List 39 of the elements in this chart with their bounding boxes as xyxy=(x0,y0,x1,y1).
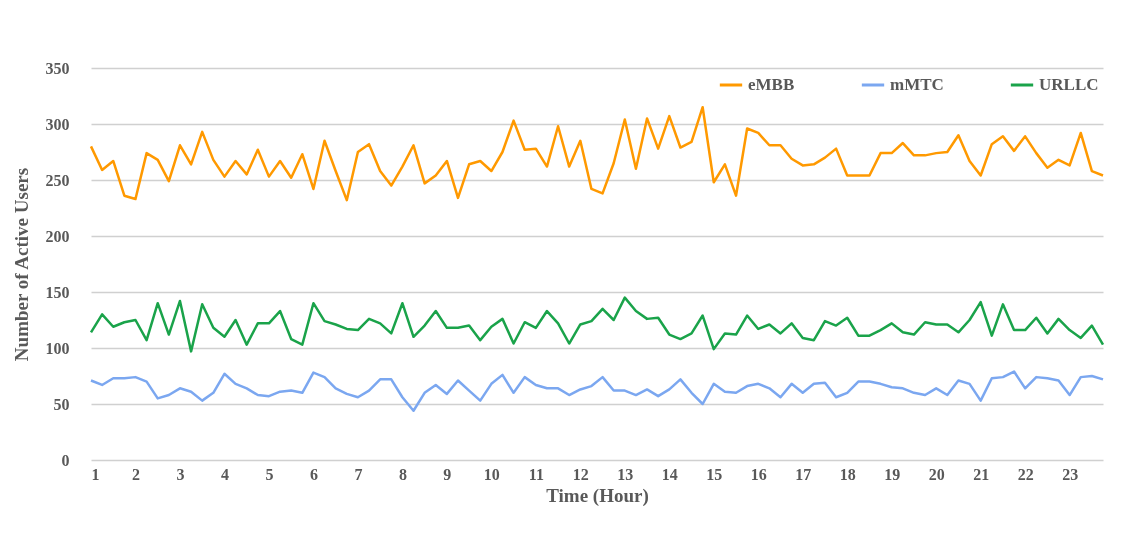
x-tick-label: 1 xyxy=(91,465,100,483)
y-tick-label: 100 xyxy=(45,339,70,357)
line-series xyxy=(89,370,1105,412)
x-tick-label: 10 xyxy=(483,465,500,483)
x-tick-label: 13 xyxy=(617,465,634,483)
line-series xyxy=(89,105,1105,202)
x-tick-label: 4 xyxy=(220,465,229,483)
y-tick-label: 250 xyxy=(45,171,70,189)
x-tick-label: 23 xyxy=(1062,465,1079,483)
x-tick-label: 12 xyxy=(572,465,589,483)
y-axis-title: Number of Active Users xyxy=(10,167,32,362)
x-tick-label: 15 xyxy=(706,465,723,483)
y-tick-label: 50 xyxy=(53,395,70,413)
x-tick-label: 2 xyxy=(131,465,140,483)
legend-label: mMTC xyxy=(890,75,944,94)
x-tick-label: 7 xyxy=(354,465,363,483)
x-tick-label: 16 xyxy=(750,465,767,483)
y-tick-label: 200 xyxy=(45,227,70,245)
x-tick-label: 3 xyxy=(176,465,185,483)
x-tick-label: 9 xyxy=(443,465,452,483)
y-tick-label: 300 xyxy=(45,115,70,133)
y-tick-label: 350 xyxy=(45,59,70,77)
x-tick-label: 19 xyxy=(884,465,901,483)
x-tick-label: 11 xyxy=(528,465,544,483)
line-series xyxy=(89,296,1105,353)
x-tick-label: 21 xyxy=(973,465,990,483)
x-tick-label: 14 xyxy=(661,465,678,483)
x-tick-label: 22 xyxy=(1017,465,1034,483)
x-axis-title: Time (Hour) xyxy=(546,484,649,507)
legend-label: eMBB xyxy=(748,75,795,94)
x-tick-label: 5 xyxy=(265,465,274,483)
x-tick-label: 6 xyxy=(309,465,318,483)
x-tick-label: 17 xyxy=(795,465,812,483)
x-tick-label: 18 xyxy=(839,465,856,483)
legend-label: URLLC xyxy=(1039,75,1099,94)
y-tick-label: 0 xyxy=(61,451,70,469)
x-tick-label: 8 xyxy=(398,465,407,483)
y-tick-label: 150 xyxy=(45,283,70,301)
x-tick-label: 20 xyxy=(928,465,945,483)
